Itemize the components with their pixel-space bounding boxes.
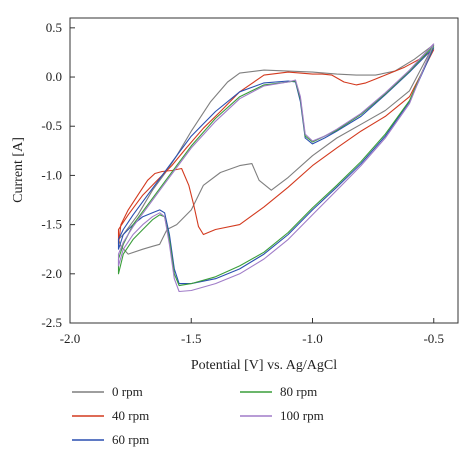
y-tick-label: 0.0 [46,69,62,84]
x-tick-label: -1.0 [302,331,323,346]
y-axis-label: Current [A] [11,137,26,203]
series-line-0-rpm [117,44,435,255]
legend-label: 40 rpm [112,408,149,423]
y-tick-label: 0.5 [46,20,62,35]
legend-label: 100 rpm [280,408,324,423]
y-tick-label: -1.5 [41,217,62,232]
y-tick-label: -2.0 [41,266,62,281]
series-line-40-rpm [117,49,435,245]
legend-label: 80 rpm [280,384,317,399]
y-tick-label: -1.0 [41,167,62,182]
x-axis: -2.0 -1.5 -1.0 -0.5 [60,318,444,346]
y-axis: 0.5 0.0 -0.5 -1.0 -1.5 -2.0 -2.5 [41,20,75,330]
x-tick-label: -2.0 [60,331,81,346]
series-line-60-rpm [117,47,435,285]
series-layer [117,43,435,293]
legend-label: 0 rpm [112,384,143,399]
x-tick-label: -1.5 [181,331,202,346]
x-tick-label: -0.5 [423,331,444,346]
legend: 0 rpm 40 rpm 60 rpm 80 rpm 100 rpm [72,384,324,447]
y-tick-label: -0.5 [41,118,62,133]
legend-label: 60 rpm [112,432,149,447]
plot-frame [69,17,459,324]
series-line-100-rpm [117,43,435,293]
y-tick-label: -2.5 [41,315,62,330]
x-axis-label: Potential [V] vs. Ag/AgCl [191,358,337,373]
